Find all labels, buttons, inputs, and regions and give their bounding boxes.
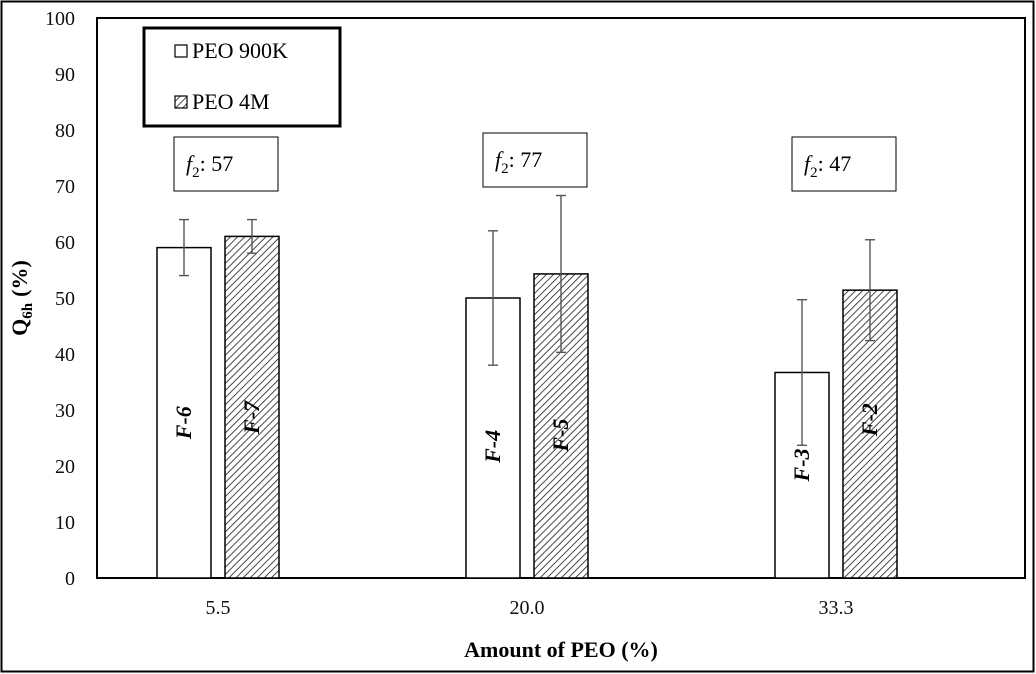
x-axis-ticks: 5.5 20.0 33.3 xyxy=(206,597,854,619)
legend-swatch-peo-4m xyxy=(174,95,188,109)
y-axis-title: Q6h (%) xyxy=(7,260,36,336)
y-tick-label: 90 xyxy=(55,64,75,86)
bar-label: F-5 xyxy=(548,419,573,453)
f2-annotation: f2: 57 xyxy=(173,136,279,192)
bar-label: F-4 xyxy=(480,430,505,464)
bar-peo-900k-5.5 xyxy=(156,246,212,579)
f2-annotation-text: f2: 47 xyxy=(804,151,851,181)
y-tick-label: 50 xyxy=(55,288,75,310)
f2-value: : 57 xyxy=(200,151,234,176)
legend-label-peo-900k: PEO 900K xyxy=(192,38,288,63)
bar-label: F-6 xyxy=(171,406,196,440)
f2-subscript: 2 xyxy=(192,165,200,181)
y-tick-label: 30 xyxy=(55,400,75,422)
bar-peo-4m-5.5 xyxy=(224,235,280,579)
x-tick-label: 5.5 xyxy=(206,597,231,619)
x-tick-label: 33.3 xyxy=(819,597,854,619)
f2-annotation-text: f2: 77 xyxy=(495,147,542,177)
y-tick-label: 60 xyxy=(55,232,75,254)
f2-symbol: f xyxy=(804,151,813,176)
f2-subscript: 2 xyxy=(501,161,509,177)
y-tick-label: 70 xyxy=(55,176,75,198)
x-tick-label: 20.0 xyxy=(510,597,545,619)
bar-label: F-7 xyxy=(239,400,264,435)
y-tick-label: 10 xyxy=(55,512,75,534)
f2-value: : 77 xyxy=(509,147,543,172)
legend-swatch-peo-900k xyxy=(174,44,188,58)
legend: PEO 900K PEO 4M xyxy=(142,26,342,128)
y-tick-label: 40 xyxy=(55,344,75,366)
f2-annotation-box xyxy=(482,132,588,188)
legend-box xyxy=(142,26,342,128)
y-axis-title-subscript: 6h xyxy=(20,302,36,319)
f2-symbol: f xyxy=(495,147,504,172)
legend-label-peo-4m: PEO 4M xyxy=(192,89,270,114)
f2-annotation: f2: 77 xyxy=(482,132,588,188)
f2-annotations: f2: 57 f2: 77 f2: 47 xyxy=(173,132,897,192)
y-tick-label: 100 xyxy=(45,8,75,30)
error-bars xyxy=(179,194,875,446)
f2-subscript: 2 xyxy=(810,165,818,181)
bar-labels: F-6 F-4 F-3 F-7 F-5 F-2 xyxy=(171,400,882,483)
y-tick-label: 20 xyxy=(55,456,75,478)
f2-annotation-box xyxy=(173,136,279,192)
f2-annotation-text: f2: 57 xyxy=(186,151,233,181)
bars xyxy=(156,235,898,579)
bar-label: F-3 xyxy=(789,448,814,482)
bar-label: F-2 xyxy=(857,403,882,437)
f2-annotation: f2: 47 xyxy=(791,136,897,192)
f2-annotation-box xyxy=(791,136,897,192)
y-axis-title-unit: (%) xyxy=(7,260,32,297)
y-axis-title-main: Q xyxy=(7,319,32,336)
f2-symbol: f xyxy=(186,151,195,176)
y-axis-ticks: 0 10 20 30 40 50 60 70 80 90 100 xyxy=(45,8,75,590)
x-axis-title: Amount of PEO (%) xyxy=(464,637,658,662)
y-tick-label: 0 xyxy=(65,568,75,590)
y-tick-label: 80 xyxy=(55,120,75,142)
f2-value: : 47 xyxy=(818,151,852,176)
